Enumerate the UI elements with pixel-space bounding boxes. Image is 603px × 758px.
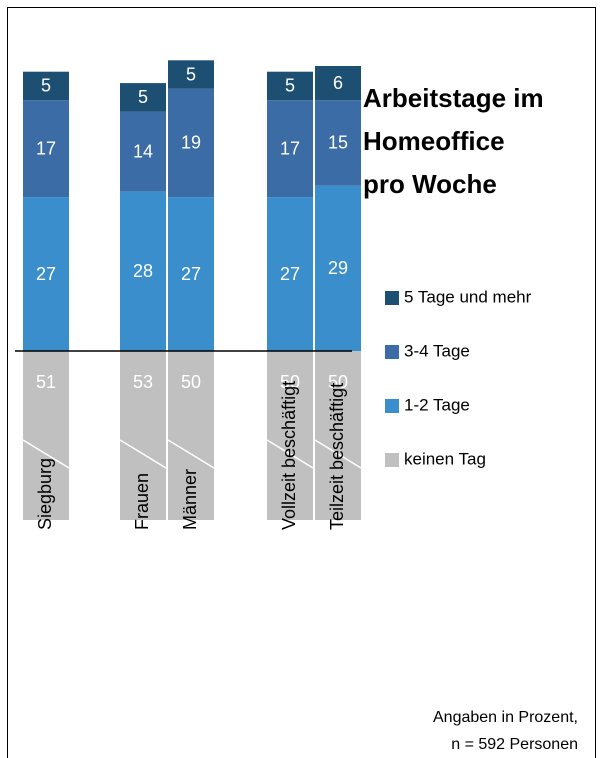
chart-title: pro Woche xyxy=(363,169,497,199)
legend-label: keinen Tag xyxy=(404,449,486,468)
bar-segment xyxy=(267,71,313,101)
bar-segment xyxy=(23,100,69,198)
break-line xyxy=(119,439,167,469)
x-tick-label: Vollzeit beschäftigt xyxy=(279,381,299,530)
value-label: 15 xyxy=(328,133,348,153)
value-label: 5 xyxy=(285,76,295,96)
value-label: 51 xyxy=(36,372,56,392)
value-label: 27 xyxy=(280,264,300,284)
value-label: 17 xyxy=(36,138,56,158)
bar-segment xyxy=(120,83,166,112)
value-label: 5 xyxy=(138,87,148,107)
bar-segment xyxy=(23,71,69,101)
value-label: 14 xyxy=(133,141,153,161)
break-line xyxy=(22,439,70,469)
bar-segment xyxy=(315,66,361,101)
bar-segment xyxy=(315,185,361,351)
bar-segment xyxy=(267,197,313,351)
bar-segment xyxy=(267,100,313,198)
value-label: 27 xyxy=(181,264,201,284)
bar-segment xyxy=(120,351,166,520)
value-label: 50 xyxy=(328,372,348,392)
break-line xyxy=(167,439,215,469)
value-label: 19 xyxy=(181,133,201,153)
bar-segment xyxy=(168,88,214,198)
value-label: 5 xyxy=(186,64,196,84)
value-label: 50 xyxy=(280,372,300,392)
value-label: 50 xyxy=(181,372,201,392)
break-line xyxy=(314,439,362,469)
value-label: 6 xyxy=(333,73,343,93)
bar-segment xyxy=(267,351,313,520)
value-label: 17 xyxy=(280,138,300,158)
break-line xyxy=(266,439,314,469)
x-tick-label: Teilzeit beschäftigt xyxy=(327,383,347,530)
value-label: 5 xyxy=(41,76,51,96)
legend-swatch xyxy=(385,399,399,413)
legend-label: 5 Tage und mehr xyxy=(404,287,532,306)
frame xyxy=(7,7,596,758)
x-tick-label: Frauen xyxy=(132,473,152,530)
legend-label: 3-4 Tage xyxy=(404,341,470,360)
bar-segment xyxy=(315,351,361,520)
value-label: 27 xyxy=(36,264,56,284)
bar-segment xyxy=(315,100,361,186)
bar-segment xyxy=(168,197,214,351)
legend-swatch xyxy=(385,345,399,359)
x-tick-label: Männer xyxy=(180,469,200,530)
value-label: 28 xyxy=(133,261,153,281)
bar-segment xyxy=(23,351,69,520)
chart-title: Arbeitstage im xyxy=(363,83,544,113)
bar-segment xyxy=(120,111,166,192)
bar-segment xyxy=(23,197,69,351)
chart-title: Homeoffice xyxy=(363,126,505,156)
x-tick-label: Siegburg xyxy=(35,458,55,530)
legend-label: 1-2 Tage xyxy=(404,395,470,414)
bar-segment xyxy=(168,351,214,520)
value-label: 53 xyxy=(133,372,153,392)
bar-segment xyxy=(168,60,214,89)
value-label: 29 xyxy=(328,258,348,278)
legend-swatch xyxy=(385,291,399,305)
note: n = 592 Personen xyxy=(451,736,578,753)
note: Angaben in Prozent, xyxy=(433,709,578,726)
bar-segment xyxy=(120,191,166,351)
legend-swatch xyxy=(385,453,399,467)
